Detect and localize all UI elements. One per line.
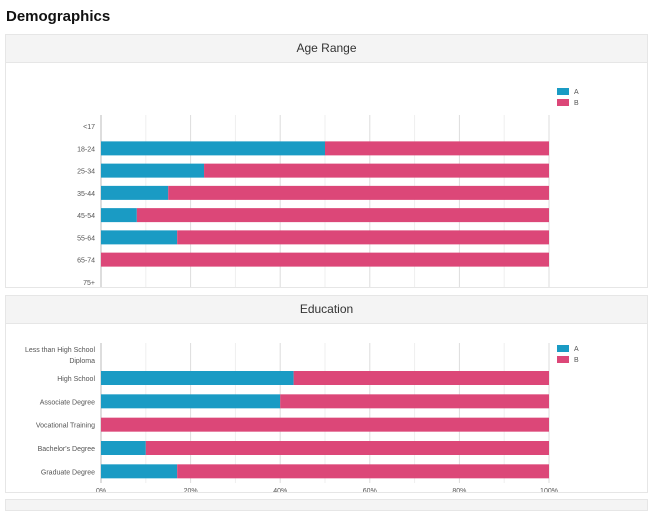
category-label-line: Vocational Training <box>36 423 95 430</box>
legend-swatch-b <box>557 356 569 363</box>
category-label-line: Diploma <box>69 358 95 365</box>
category-label-line: Graduate Degree <box>41 469 95 476</box>
bar-b <box>136 208 549 223</box>
category-label-line: 75+ <box>83 280 95 287</box>
bar-a <box>101 208 137 223</box>
category-label-line: 25-34 <box>77 169 95 176</box>
category-label: Bachelor's Degree <box>38 446 95 453</box>
bar-a <box>101 371 294 385</box>
age-range-panel: Age Range <17 18-24 25-34 35-44 45-54 55-64 65… <box>5 34 648 305</box>
category-label: Less than High School Diploma <box>25 347 95 365</box>
category-label-line: 45-54 <box>77 213 95 220</box>
bar-b <box>177 230 549 245</box>
category-label: 35-44 <box>77 191 95 198</box>
x-tick-label: 40% <box>273 488 287 492</box>
age-range-chart-title: Age Range <box>6 35 647 63</box>
category-label: Graduate Degree <box>41 469 95 476</box>
category-label: 75+ <box>83 280 95 287</box>
bar-a <box>101 394 281 409</box>
bar-b <box>293 371 549 385</box>
bar-b <box>204 163 550 178</box>
bar-a <box>101 141 325 156</box>
category-label-line: 18-24 <box>77 146 95 153</box>
x-tick-label: 60% <box>363 488 377 492</box>
category-label: High School <box>57 376 95 383</box>
category-label: 18-24 <box>77 146 95 153</box>
bar-b <box>101 252 549 267</box>
legend-swatch-a <box>557 88 569 95</box>
category-label: 25-34 <box>77 169 95 176</box>
category-label: <17 <box>83 124 95 131</box>
legend-label-b: B <box>574 357 579 364</box>
category-label-line: 65-74 <box>77 258 95 265</box>
bar-b <box>325 141 549 156</box>
category-label: Associate Degree <box>40 399 95 406</box>
bar-a <box>101 441 146 455</box>
category-label-line: High School <box>57 376 95 383</box>
category-label: 65-74 <box>77 258 95 265</box>
x-tick-label: 80% <box>452 488 466 492</box>
category-label-line: Less than High School <box>25 347 95 354</box>
bar-b <box>101 417 549 432</box>
bar-b <box>280 394 549 409</box>
education-chart: Less than High School Diploma High School A… <box>25 343 579 495</box>
bar-a <box>101 230 178 245</box>
category-label: 45-54 <box>77 213 95 220</box>
bar-b <box>177 464 549 479</box>
age-range-chart: <1718-2425-3435-4445-5455-6465-7475+0%20… <box>77 88 579 305</box>
education-panel: Education Less than High School Diploma Hi… <box>5 295 648 495</box>
x-tick-label: 100% <box>540 488 558 492</box>
category-label-line: Associate Degree <box>40 399 95 406</box>
bar-b <box>168 185 549 200</box>
category-label-line: Bachelor's Degree <box>38 446 95 453</box>
page-title: Demographics <box>6 8 111 25</box>
category-label: 55-64 <box>77 235 95 242</box>
category-label-line: 55-64 <box>77 235 95 242</box>
education-chart-title: Education <box>6 296 647 324</box>
legend-label-a: A <box>574 346 579 353</box>
x-tick-label: 0% <box>96 488 106 492</box>
x-tick-label: 20% <box>184 488 198 492</box>
bar-a <box>101 464 178 479</box>
bar-a <box>101 163 205 178</box>
legend-label-a: A <box>574 89 579 96</box>
legend-swatch-b <box>557 99 569 106</box>
legend-swatch-a <box>557 345 569 352</box>
legend-label-b: B <box>574 100 579 107</box>
category-label-line: 35-44 <box>77 191 95 198</box>
bar-a <box>101 185 169 200</box>
next-panel-header <box>5 499 648 511</box>
category-label: Vocational Training <box>36 423 95 430</box>
category-label-line: <17 <box>83 124 95 131</box>
bar-b <box>145 441 550 455</box>
